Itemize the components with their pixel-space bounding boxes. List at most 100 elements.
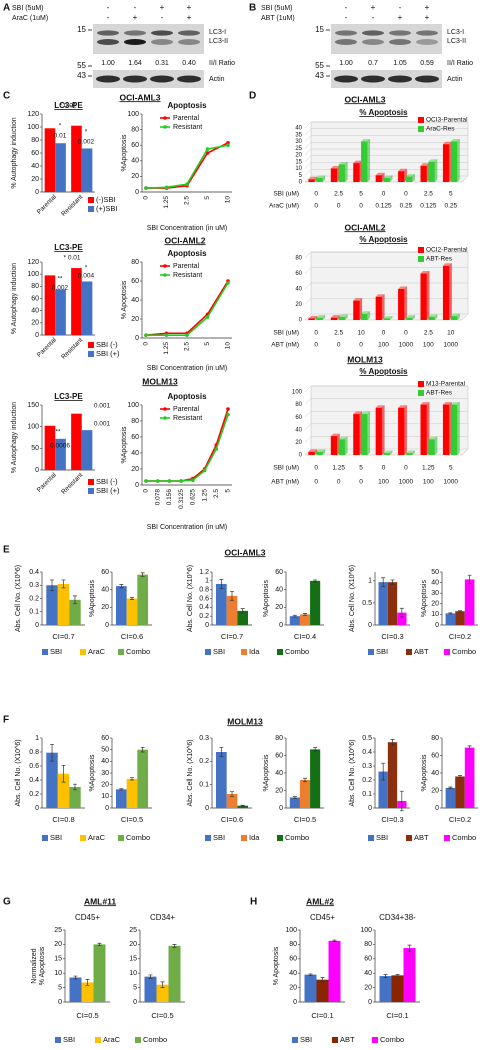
point [179, 479, 183, 483]
legend-swatch [406, 649, 412, 655]
x-tick-label: 2.5 [184, 196, 191, 205]
x-tick-label: 0 [359, 203, 363, 210]
bar [398, 171, 405, 182]
legend-label: SBI [376, 647, 388, 656]
y-tick-label: 0.3 [362, 763, 372, 770]
y-tick-label: 40 [289, 970, 297, 977]
band [178, 30, 200, 36]
point [144, 479, 148, 483]
legend-swatch [88, 479, 94, 485]
y-tick-label: 0.2 [362, 777, 372, 784]
legend-label: (+)SBI [96, 204, 117, 213]
bar [69, 599, 81, 625]
bar [55, 143, 66, 192]
legend-label: M13-Parental [426, 381, 466, 388]
point [205, 147, 210, 151]
bar-top [375, 172, 385, 176]
bar-top [361, 139, 370, 142]
bar [216, 752, 227, 808]
bar [168, 945, 181, 1002]
band [389, 30, 411, 36]
band [124, 39, 146, 45]
x-tick-label: 0 [314, 203, 318, 210]
y-tick-label: 100 [27, 271, 39, 278]
treatment-sign: + [187, 13, 192, 22]
treatment-label: ABT (1uM) [261, 15, 295, 22]
legend-swatch [163, 407, 167, 411]
error-bar [97, 942, 102, 946]
bar [226, 595, 238, 625]
ci-note: CI=0.7 [52, 632, 74, 641]
x-tick-label: Parental [36, 193, 58, 215]
group-title: OCI-AML2 [164, 235, 205, 245]
ratio-value: 0.7 [368, 60, 378, 67]
x-tick-label: 0 [404, 330, 408, 337]
y-tick-label: 60 [131, 142, 139, 149]
error-bar [390, 739, 395, 746]
x-tick-label: 10 [357, 330, 365, 337]
bar-top [375, 405, 385, 408]
bar-top [375, 294, 385, 297]
legend-label: SBI (+) [96, 349, 120, 358]
y-tick-label: 30 [431, 590, 439, 597]
bar-top [316, 175, 325, 178]
x-tick-label: 100 [378, 479, 389, 486]
mw-marker: 15 [77, 25, 86, 34]
legend-label: ABT-Res [426, 390, 453, 397]
y-axis-label: % Autophagy induction [11, 117, 18, 188]
x-tick-label: Resistant [60, 337, 84, 361]
x-tick-label: 1000 [444, 342, 459, 349]
y-axis-label: % Apoptosis [273, 946, 280, 985]
x-tick-label: 1.25 [201, 489, 208, 502]
grid-line [304, 385, 468, 393]
x-tick-label: 0 [337, 203, 341, 210]
bar [308, 179, 315, 182]
legend-label: SBI [376, 833, 388, 842]
group-title: OCI-AML3 [224, 547, 265, 557]
error-bar [130, 597, 134, 600]
legend-label: AraC [103, 1035, 121, 1044]
x-tick-label: 5 [204, 342, 211, 346]
y-tick-label: 60 [431, 752, 439, 759]
blot [331, 24, 442, 54]
x-tick-label: 1000 [444, 479, 459, 486]
bar [442, 144, 450, 182]
bar-top [442, 141, 452, 145]
bar [46, 585, 58, 625]
chart-title: CD34+38- [379, 913, 416, 922]
annotation: * [59, 123, 62, 130]
bar [156, 984, 169, 1002]
y-tick-label: 0 [133, 999, 137, 1006]
chart-title: CD45+ [310, 913, 335, 922]
band [361, 75, 385, 83]
mw-marker: 55 [315, 61, 324, 70]
point [191, 478, 195, 483]
error-bar [313, 747, 318, 752]
bar [299, 780, 311, 808]
ci-note: CI=0.6 [221, 815, 243, 824]
band [177, 75, 201, 83]
bar [353, 414, 360, 455]
y-tick-label: 0.2 [199, 758, 209, 765]
y-tick-label: 5 [133, 984, 137, 991]
panel-label: D [249, 91, 256, 102]
bar [126, 778, 138, 808]
bar-top [442, 402, 452, 405]
y-axis-label: %Apoptosis [121, 134, 128, 171]
bar-top [420, 402, 430, 405]
error-bar [332, 939, 337, 942]
loading-label: Actin [209, 76, 225, 83]
bar [398, 407, 405, 455]
y-tick-label: 40 [364, 970, 372, 977]
legend-swatch [80, 649, 86, 655]
x-row-label: ABT (nM) [271, 479, 299, 486]
legend-swatch [88, 351, 94, 357]
y-axis-label: % Apoptosis [121, 280, 128, 319]
annotation: * 0.01 [60, 103, 77, 110]
bar [353, 163, 360, 182]
treatment-sign: + [160, 3, 165, 12]
bar [216, 583, 227, 625]
bar [55, 289, 66, 335]
x-tick-label: 0.125 [420, 203, 437, 210]
y-tick-label: 0.6 [29, 763, 39, 770]
